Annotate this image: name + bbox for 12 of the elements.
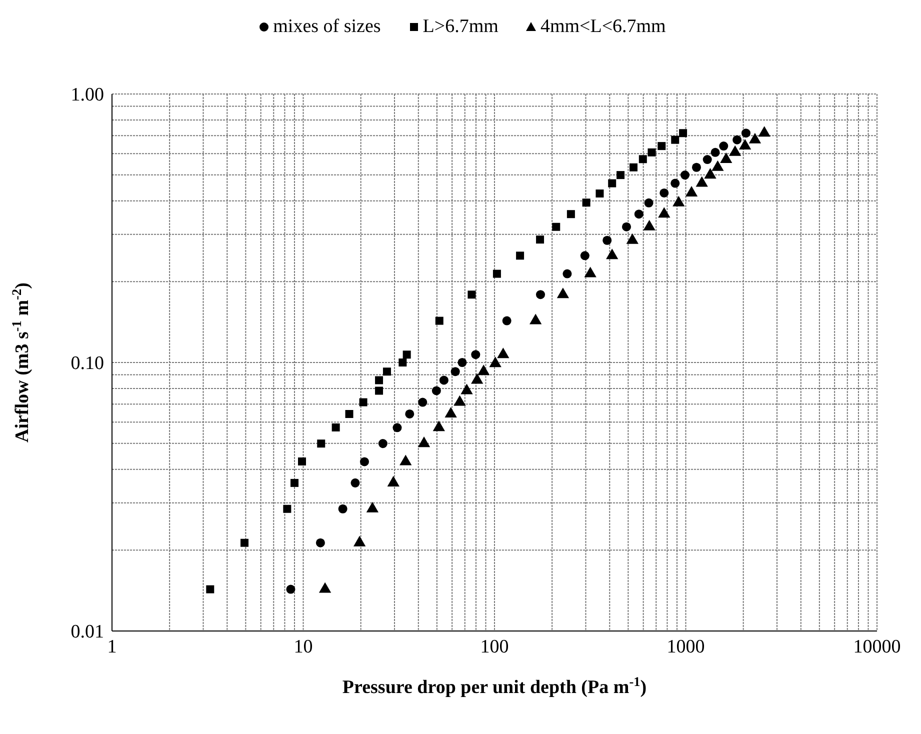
legend-label: L>6.7mm xyxy=(422,16,498,38)
y-tick-label: 0.10 xyxy=(70,353,104,374)
x-tick-label: 100 xyxy=(480,636,509,658)
x-tick-label: 1000 xyxy=(666,636,705,658)
y-tick-label: 1.00 xyxy=(70,84,104,106)
y-tick-label: 0.01 xyxy=(70,622,104,643)
x-axis-title: Pressure drop per unit depth (Pa m$^{-1}$) xyxy=(342,674,647,698)
x-tick-label: 10 xyxy=(294,636,313,658)
x-tick-label: 10000 xyxy=(853,636,901,658)
x-tick-label: 1 xyxy=(107,636,117,658)
legend-label: 4mm<L<6.7mm xyxy=(540,16,666,38)
legend-label: mixes of sizes xyxy=(273,16,381,38)
